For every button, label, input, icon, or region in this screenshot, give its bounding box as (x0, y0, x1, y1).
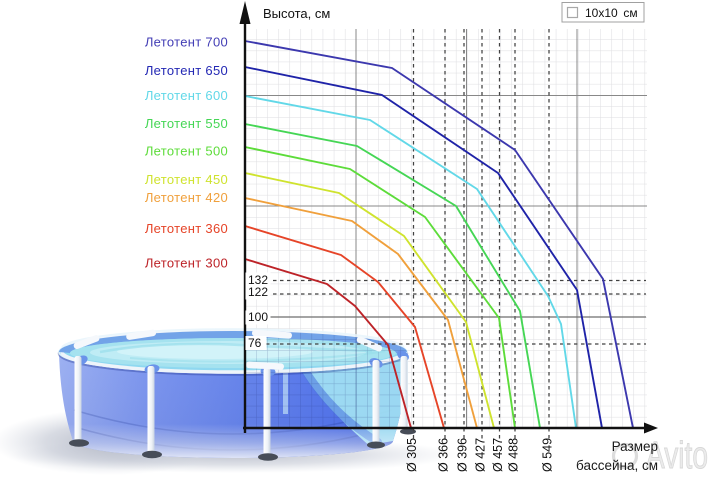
svg-text:100: 100 (248, 310, 268, 324)
svg-text:Летотент 500: Летотент 500 (145, 144, 228, 159)
svg-text:Ø 305: Ø 305 (405, 438, 419, 472)
svg-text:132: 132 (248, 273, 268, 287)
svg-text:Летотент 650: Летотент 650 (145, 63, 228, 78)
svg-text:Летотент 600: Летотент 600 (145, 88, 228, 103)
svg-text:Высота, см: Высота, см (263, 6, 330, 21)
svg-text:Ø 427: Ø 427 (474, 438, 488, 472)
svg-text:76: 76 (248, 336, 262, 350)
svg-text:Летотент 550: Летотент 550 (145, 116, 228, 131)
svg-text:Ø 549: Ø 549 (541, 438, 555, 472)
svg-text:10x10 см: 10x10 см (585, 6, 638, 20)
svg-text:Летотент 700: Летотент 700 (145, 35, 228, 50)
svg-text:Размер: Размер (612, 439, 658, 454)
svg-text:Ø 457: Ø 457 (491, 438, 505, 472)
svg-text:Ø 488: Ø 488 (507, 438, 521, 472)
svg-text:122: 122 (248, 285, 268, 299)
svg-text:Летотент 360: Летотент 360 (145, 221, 228, 236)
svg-text:Летотент 450: Летотент 450 (145, 172, 228, 187)
svg-text:Ø 366: Ø 366 (437, 438, 451, 472)
svg-text:Летотент 300: Летотент 300 (145, 256, 228, 271)
svg-text:бассейна, см: бассейна, см (576, 458, 658, 473)
svg-text:Летотент 420: Летотент 420 (145, 190, 228, 205)
svg-text:Avito: Avito (646, 435, 708, 477)
svg-text:Ø 396: Ø 396 (456, 438, 470, 472)
